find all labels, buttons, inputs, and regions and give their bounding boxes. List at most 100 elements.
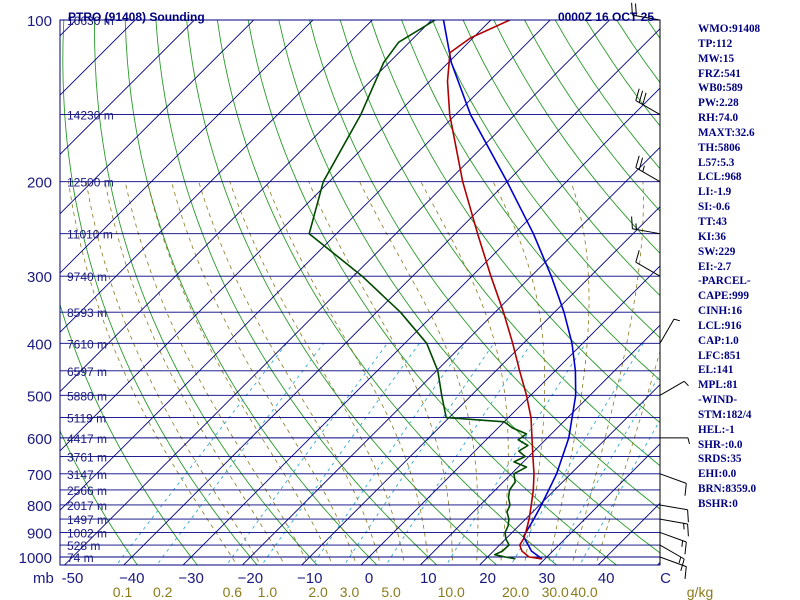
mixing-ratio-line (385, 343, 532, 565)
pressure-tick-label: 600 (27, 431, 52, 448)
mixing-ratio-line (445, 343, 586, 565)
index-item: EHI:0.0 (698, 468, 737, 481)
moist-adiabat (595, 350, 660, 565)
isotherm-line (360, 265, 660, 565)
index-item: BSHR:0 (698, 498, 738, 510)
moist-adiabat (198, 181, 381, 565)
moist-adiabat (547, 181, 590, 565)
index-item: WB0:589 (698, 82, 743, 95)
isotherm-line (123, 28, 660, 565)
dry-adiabat (155, 20, 438, 565)
dry-adiabat (462, 20, 660, 297)
moist-adiabat (571, 181, 644, 565)
moist-adiabat (492, 181, 546, 565)
chart-datetime: 0000Z 16 OCT 25 (558, 10, 654, 24)
isotherm-line (301, 206, 660, 565)
isotherm-line (241, 146, 660, 565)
barb-half-flag (681, 540, 684, 547)
barb-shaft (659, 544, 685, 560)
temperature-tick-label: C (660, 570, 671, 587)
wind-barb (631, 216, 661, 235)
temperature-tick-label: 0 (365, 570, 373, 587)
height-label: 1497 m (67, 513, 107, 527)
index-item: MAXT:32.6 (698, 126, 755, 139)
height-label: 528 m (67, 539, 100, 553)
wind-barb (659, 318, 681, 344)
barb-flag (638, 157, 644, 170)
dry-adiabat (401, 20, 660, 381)
barb-shaft (635, 261, 661, 277)
moist-adiabat (359, 181, 479, 565)
height-label: 12500 m (67, 176, 114, 190)
wind-barb (635, 250, 661, 277)
index-item: HEL:-1 (698, 423, 735, 436)
dry-adiabat (94, 20, 318, 565)
index-item: PW:2.28 (698, 97, 739, 110)
index-item: WMO:91408 (698, 23, 761, 35)
height-label: 6597 m (67, 365, 107, 379)
barb-half-flag (678, 556, 682, 564)
dry-adiabat (216, 20, 558, 565)
mixing-ratio-label: g/kg (687, 584, 713, 600)
wind-barb (659, 531, 687, 555)
barb-flag (684, 483, 687, 496)
dry-adiabat (60, 303, 198, 565)
pressure-tick-labels: 100 200 300 400 500 600 700 800 900 1000 (19, 13, 52, 567)
index-item: TT:43 (698, 215, 728, 228)
index-item: RH:74.0 (698, 112, 739, 125)
index-item: EL:141 (698, 364, 734, 377)
barb-flag (635, 3, 637, 16)
mixing-ratio-label: 0.1 (113, 584, 133, 600)
height-label: 14230 m (67, 109, 114, 123)
height-label: 5119 m (67, 412, 106, 426)
wind-barb (659, 544, 685, 572)
sounding-traces (308, 20, 577, 560)
wind-barb (635, 88, 661, 115)
temperature-tick-labels: -50 −40 −30 −20 −10 0 10 20 30 40 C (62, 570, 671, 587)
pressure-tick-label: 500 (27, 388, 52, 405)
isotherm-line (60, 20, 433, 393)
mixing-ratio-label: 0.6 (223, 584, 243, 600)
isotherm-line (538, 443, 660, 565)
isotherm-line (60, 20, 196, 156)
wind-barb (635, 155, 661, 183)
barb-flag (631, 2, 633, 16)
height-label: 1002 m (67, 526, 107, 540)
height-label: 5880 m (67, 389, 107, 403)
mixing-ratio-label: 0.2 (153, 584, 173, 600)
pressure-tick-label: 1000 (19, 550, 52, 567)
mixing-ratio-label: 10.0 (438, 584, 465, 600)
isotherm-line (478, 383, 660, 565)
index-item: SI:-0.6 (698, 201, 731, 214)
pressure-tick-label: 100 (27, 13, 52, 30)
index-item: STM:182/4 (698, 408, 752, 421)
pressure-tick-label: 700 (27, 467, 52, 484)
dry-adiabat (309, 20, 660, 510)
height-label: 8593 m (67, 306, 107, 320)
pressure-tick-label: 200 (27, 175, 52, 192)
mixing-ratio-line (226, 343, 388, 565)
index-item: LFC:851 (698, 349, 741, 362)
mixing-ratio-label: 1.0 (258, 584, 278, 600)
index-item: BRN:8359.0 (698, 483, 757, 496)
barb-shaft (632, 14, 661, 21)
temperature-tick-label: −20 (238, 570, 263, 587)
isotherm-line (60, 20, 492, 452)
x-axis-unit-label: mb (33, 570, 54, 587)
height-label: 11010 m (67, 228, 113, 242)
height-label: 2566 m (67, 484, 107, 498)
height-label: 74 m (67, 551, 94, 565)
mixing-ratio-line (343, 343, 495, 565)
barb-flag (638, 90, 644, 103)
barb-shaft (635, 100, 661, 115)
moist-adiabat (68, 181, 238, 565)
diagram-grid (60, 20, 660, 565)
pressure-tick-label: 900 (27, 525, 52, 542)
mixing-ratio-label: 2.0 (308, 584, 328, 600)
barb-half-flag (642, 165, 645, 172)
mixing-ratio-labels: 0.1 0.2 0.6 1.0 2.0 3.0 5.0 10.0 20.0 30.0 40.0 g/k… (113, 584, 713, 600)
index-item: SW:229 (698, 245, 736, 258)
isotherm-line (60, 20, 551, 511)
barb-flag (635, 155, 640, 168)
